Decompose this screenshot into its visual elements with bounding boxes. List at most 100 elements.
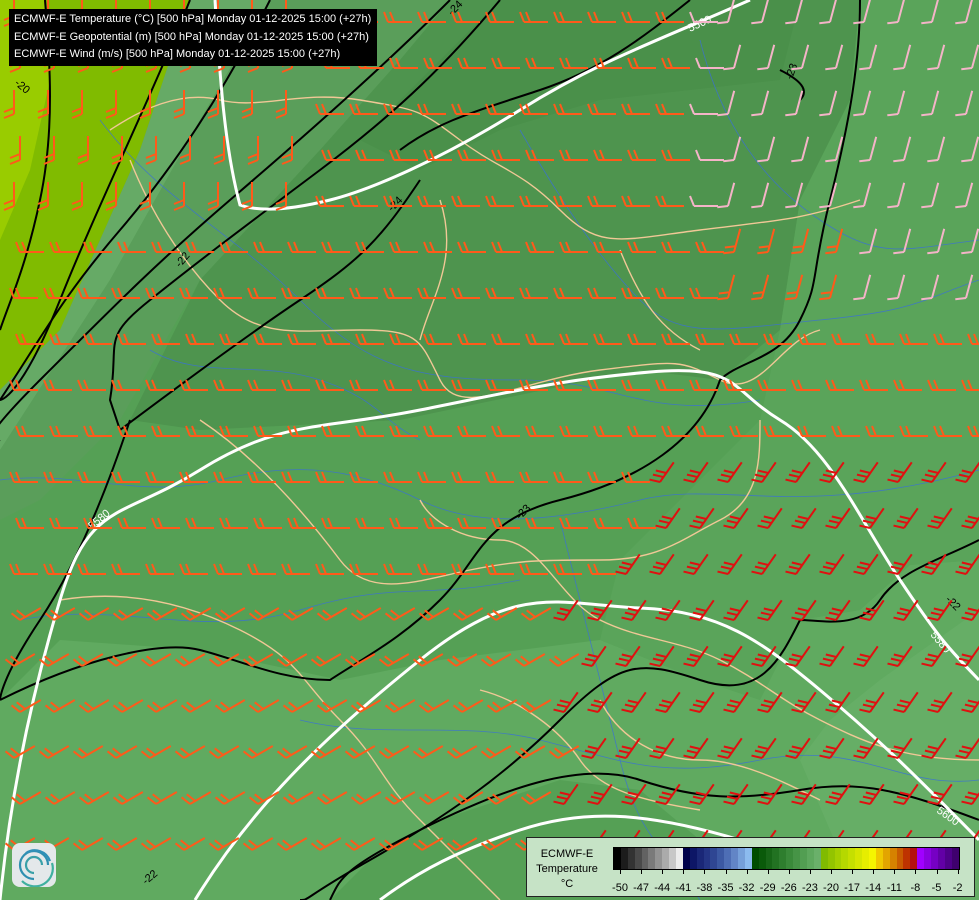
wind-barb [355,517,384,529]
wind-barb [927,691,953,713]
wind-barb [927,228,946,255]
wind-barb [627,149,656,161]
wind-barb [38,745,70,759]
wind-barb [417,103,446,115]
geopotential-line-5600 [193,600,979,900]
wind-barb [83,241,112,253]
country-borders [59,96,979,900]
wind-barb [180,791,212,805]
wind-barb [525,57,554,69]
wind-barb [695,333,724,345]
wind-barb [383,471,412,483]
wind-barb [553,783,579,805]
wind-barb [649,553,675,575]
wind-barb [417,11,446,23]
legend-swatch [731,848,739,869]
wind-barb [553,103,582,115]
legend-swatch [786,848,794,869]
wind-barb [683,737,709,759]
wind-barb [355,333,384,345]
legend-swatch [696,848,704,869]
wind-barb [253,425,282,437]
wind-barb [955,274,974,301]
wind-barb [785,90,804,117]
wind-barb [921,737,947,759]
wind-barb [43,379,72,391]
legend-swatch [655,848,663,869]
wind-barb [106,745,138,759]
wind-barb [44,607,76,621]
wind-barb [491,333,520,345]
wind-barb [955,461,979,483]
legend-tick-label: -20 [823,882,839,894]
wind-barb [519,11,548,23]
wind-barb [77,563,106,575]
wind-barb [315,471,344,483]
wind-barb [627,241,656,253]
wind-barb [418,607,450,621]
wind-barb [933,425,962,437]
wind-barb [581,645,607,667]
legend-swatch [758,848,766,869]
legend-tick-mark [662,869,664,874]
wind-barb [519,195,548,207]
wind-barb [383,563,412,575]
wind-barb [3,90,15,119]
wind-barb [621,599,647,621]
legend-tick-label: -14 [865,882,882,894]
wind-barb [180,607,212,621]
wind-barb [559,517,588,529]
wind-barb [241,182,253,211]
wind-barb [717,274,736,301]
wind-barb [145,379,174,391]
wind-barb [723,691,749,713]
wind-barb [717,461,743,483]
wind-barb [893,691,919,713]
legend-tick-mark [725,869,727,874]
legend-swatch [813,848,821,869]
wind-barb [785,182,804,209]
wind-barb [140,745,172,759]
legend-swatch [614,848,621,869]
wind-barb [627,517,656,529]
geopotential-line-5560 [213,0,751,211]
wind-barb [253,241,282,253]
wind-barb [717,0,736,25]
wind-barb [457,57,486,69]
wind-barb [174,653,206,667]
wind-barb [961,136,979,163]
wind-barb [43,287,72,299]
wind-barb [83,425,112,437]
legend-swatch [703,848,711,869]
wind-barb [315,287,344,299]
wind-barb [9,136,21,165]
wind-barb [83,333,112,345]
wind-barb [480,745,512,759]
wind-barb [213,136,225,165]
legend-swatch [951,848,959,869]
wind-barb [316,607,348,621]
isotherm-line [0,0,451,442]
wind-barb [825,507,851,529]
wind-barb [955,645,979,667]
wind-barb [389,517,418,529]
wind-barb [276,837,308,851]
legend-swatch [662,848,670,869]
wind-barb [933,333,962,345]
wind-barb [825,599,851,621]
wind-barb [485,287,514,299]
wind-barb [151,517,180,529]
wind-barb [349,379,378,391]
wind-barb [282,699,314,713]
isotherm-line [108,0,501,432]
wind-barb [112,791,144,805]
wind-barb [72,653,104,667]
wind-barb [451,563,480,575]
wind-barb [791,44,810,71]
wind-barb [417,379,446,391]
wind-barb [723,379,752,391]
legend-swatch [744,848,752,869]
wind-barb [485,103,514,115]
wind-barb [491,425,520,437]
